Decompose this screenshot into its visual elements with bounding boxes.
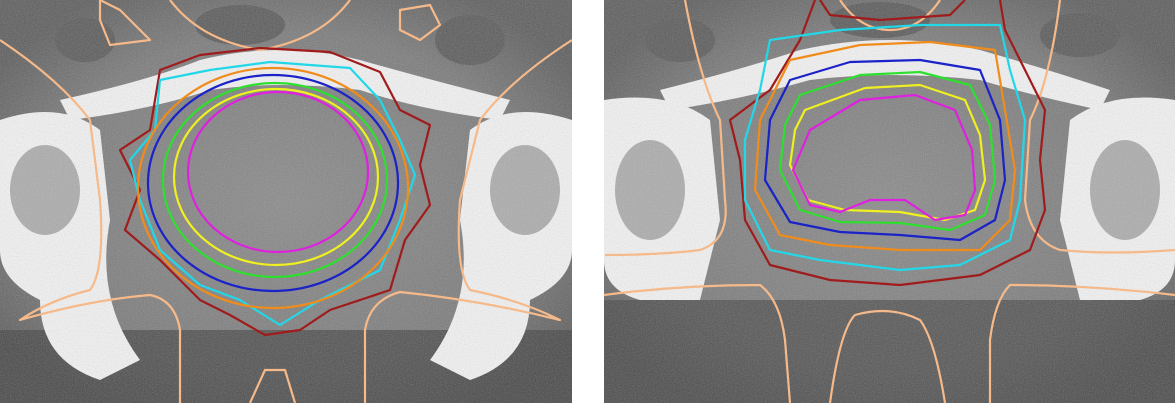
right-ct-panel [604, 0, 1175, 403]
left-ct-panel [0, 0, 572, 403]
ct-noise [0, 0, 572, 403]
ct-comparison [0, 0, 1175, 403]
page [0, 0, 1175, 403]
